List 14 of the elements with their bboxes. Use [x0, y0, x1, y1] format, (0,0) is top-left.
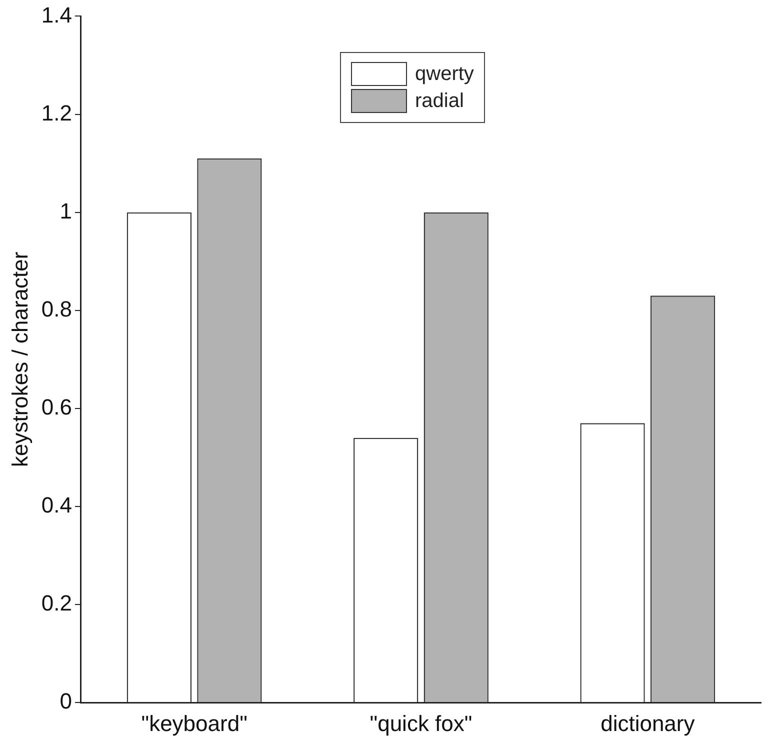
x-tick-label: "keyboard" [141, 710, 248, 736]
y-tick-label: 1 [60, 198, 72, 224]
y-tick-label: 0.2 [41, 590, 72, 616]
x-tick-label: dictionary [600, 710, 695, 736]
y-tick-label: 1.4 [41, 2, 72, 28]
y-tick-label: 0 [60, 688, 72, 714]
y-tick-label: 0.4 [41, 492, 72, 518]
legend-label: qwerty [415, 62, 474, 86]
y-tick-label: 0.8 [41, 296, 72, 322]
y-axis-title: keystrokes / character [7, 252, 32, 467]
y-tick-label: 1.2 [41, 100, 72, 126]
y-tick-label: 0.6 [41, 394, 72, 420]
legend-label: radial [415, 90, 464, 112]
x-tick-label: "quick fox" [370, 710, 472, 736]
